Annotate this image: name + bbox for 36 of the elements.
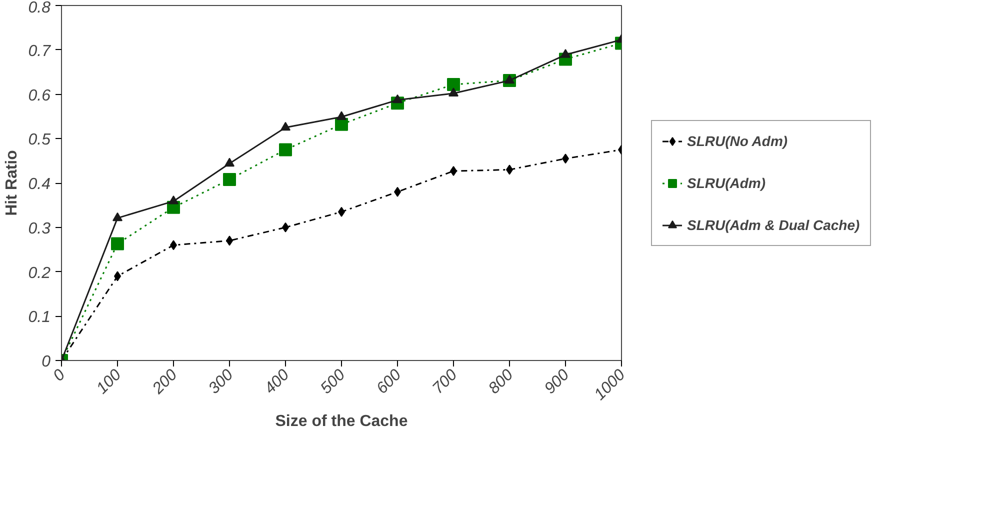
x-tick-label: 400 (262, 366, 293, 398)
legend-label: SLRU(Adm) (687, 174, 766, 190)
y-tick-label: 0.8 (28, 0, 51, 16)
point (223, 172, 236, 186)
point (448, 88, 458, 96)
y-tick-label: 0 (42, 354, 51, 370)
point (280, 122, 290, 131)
y-tick-label: 0.7 (28, 42, 52, 60)
x-tick-label: 800 (486, 366, 517, 398)
y-tick-label: 0.3 (28, 220, 51, 238)
x-tick-label: 500 (318, 366, 349, 398)
point (168, 196, 178, 204)
point (111, 237, 124, 250)
y-tick-label: 0.2 (28, 264, 51, 282)
x-tick-label: 100 (94, 366, 125, 398)
legend-label: SLRU(No Adm) (687, 132, 788, 148)
x-tick-label: 700 (430, 366, 461, 398)
point (504, 74, 514, 84)
point (279, 143, 292, 156)
y-tick-label: 0.5 (28, 132, 51, 149)
x-tick-label: 200 (148, 366, 181, 398)
x-axis-title: Size of the Cache (275, 413, 408, 430)
x-tick-label: 300 (206, 366, 237, 398)
x-tick-label: 600 (374, 366, 405, 398)
point (224, 158, 234, 167)
y-tick-label: 0.1 (28, 309, 51, 326)
y-axis-title: Hit Ratio (3, 150, 20, 216)
legend-label: SLRU(Adm & Dual Cache) (687, 216, 860, 232)
point (447, 78, 460, 91)
y-tick-label: 0.4 (28, 176, 51, 193)
point (560, 49, 570, 58)
point (336, 111, 346, 120)
x-tick-label: 900 (542, 366, 573, 398)
point (112, 212, 122, 222)
y-tick-label: 0.6 (28, 87, 51, 104)
x-tick-label: 0 (50, 366, 69, 385)
